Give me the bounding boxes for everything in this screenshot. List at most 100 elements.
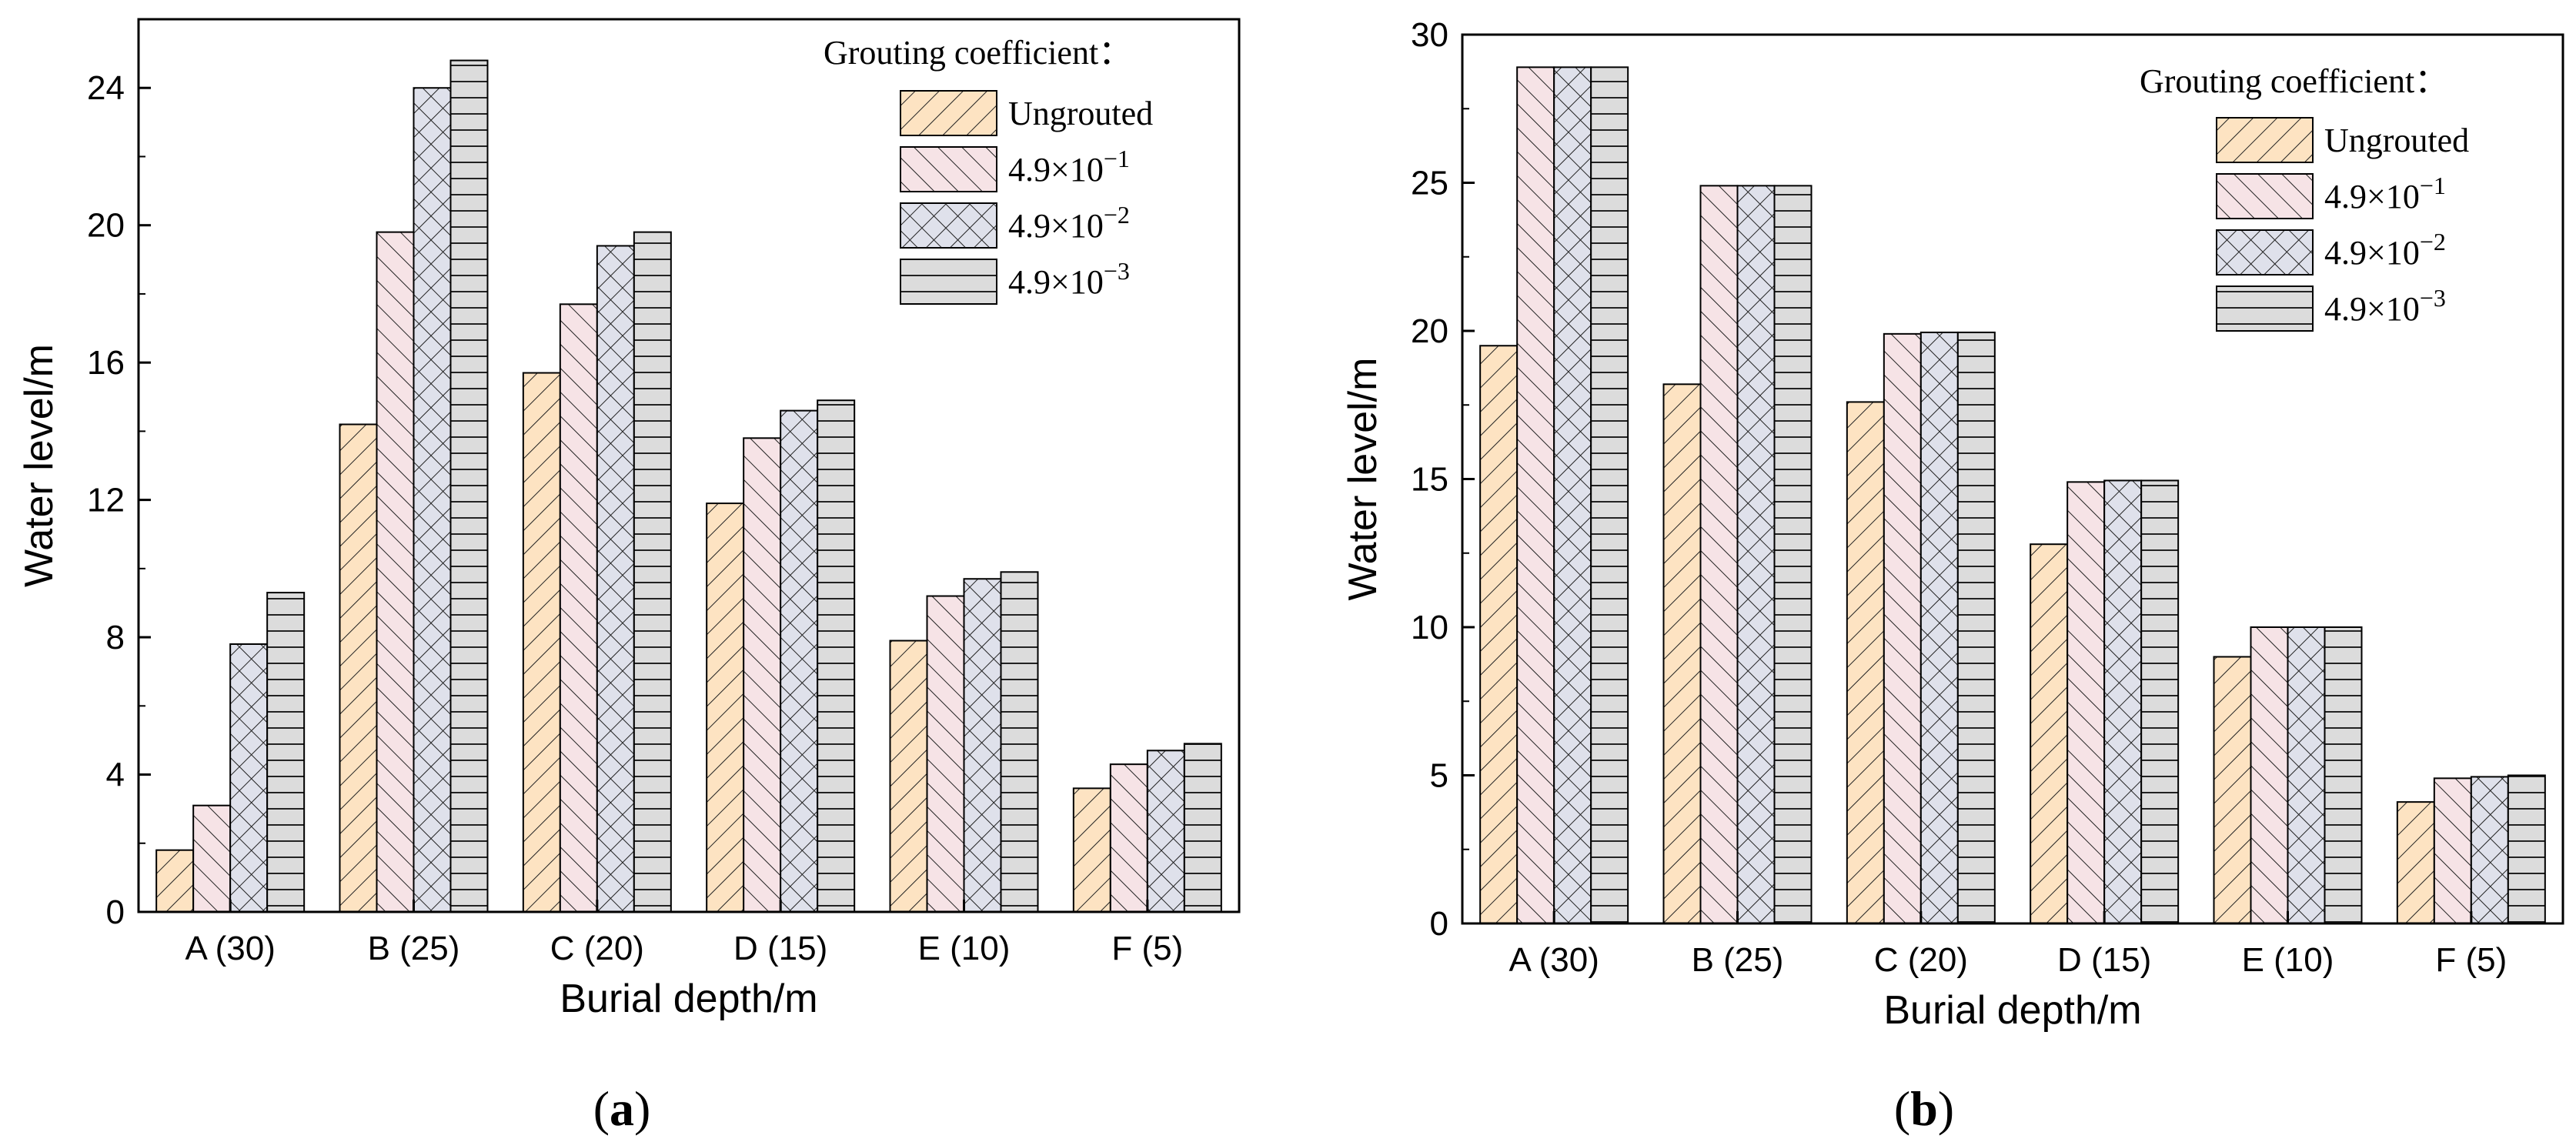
bar — [1553, 66, 1592, 925]
bar — [1146, 750, 1185, 913]
y-tick-label: 20 — [1411, 312, 1448, 350]
bar — [633, 231, 672, 913]
y-axis-label: Water level/m — [1341, 358, 1385, 601]
bar — [2250, 626, 2289, 924]
legend-item: 4.9×10−3 — [2216, 284, 2446, 332]
x-axis-label: Burial depth/m — [560, 977, 817, 1021]
bar — [559, 303, 598, 913]
bar — [2030, 543, 2069, 924]
legend-label: 4.9×10−1 — [1008, 145, 1130, 189]
bar — [413, 87, 452, 913]
bar — [2470, 776, 2509, 924]
x-tick-label: A (30) — [185, 930, 275, 967]
x-tick-label: A (30) — [1509, 941, 1599, 979]
bar — [963, 578, 1002, 913]
y-tick-label: 5 — [1430, 757, 1448, 795]
bar — [1736, 185, 1776, 925]
bar — [1183, 743, 1222, 913]
bar — [266, 592, 306, 913]
bar — [1109, 763, 1148, 913]
bar — [1662, 383, 1702, 924]
bar — [1919, 331, 1959, 924]
y-tick-label: 30 — [1411, 16, 1448, 54]
x-tick-label: B (25) — [368, 930, 460, 967]
x-tick-label: C (20) — [1874, 941, 1968, 979]
legend-label: 4.9×10−2 — [1008, 201, 1130, 245]
legend-item: Ungrouted — [900, 90, 1153, 136]
legend-label: 4.9×10−3 — [1008, 257, 1130, 301]
y-axis-label: Water level/m — [17, 344, 62, 587]
bar — [1699, 185, 1739, 925]
legend-label: 4.9×10−2 — [2324, 228, 2446, 272]
bar — [1883, 332, 1922, 925]
x-axis-label: Burial depth/m — [1883, 988, 2141, 1033]
bar — [1516, 66, 1555, 925]
bar — [1479, 345, 1519, 924]
bar — [2213, 656, 2252, 924]
bar — [1590, 66, 1629, 925]
bar — [706, 503, 745, 913]
bar — [1072, 787, 1111, 913]
bar — [339, 423, 378, 913]
legend-title: Grouting coefficient： — [824, 34, 1132, 72]
bar — [2140, 479, 2180, 924]
legend-item: 4.9×10−3 — [900, 257, 1130, 305]
bar — [596, 245, 635, 913]
plot-frame — [137, 18, 1241, 913]
bar — [376, 231, 415, 913]
y-tick-label: 20 — [87, 207, 125, 245]
y-tick-label: 15 — [1411, 461, 1448, 499]
legend-label: 4.9×10−1 — [2324, 172, 2446, 215]
bar — [192, 804, 232, 913]
x-tick-label: F (5) — [1111, 930, 1183, 967]
bar — [2433, 777, 2472, 924]
bar — [155, 849, 195, 913]
legend-item: 4.9×10−2 — [900, 201, 1130, 249]
panel-label: (a) — [593, 1081, 651, 1136]
bar — [780, 409, 819, 913]
bar — [817, 399, 856, 913]
bar — [1773, 185, 1813, 925]
bar — [1956, 331, 1996, 924]
y-tick-label: 4 — [106, 756, 125, 794]
legend-label: Ungrouted — [2324, 122, 2469, 159]
x-tick-label: C (20) — [550, 930, 644, 967]
legend-item: 4.9×10−1 — [900, 145, 1130, 192]
legend: Grouting coefficient： Ungrouted 4.9×10−1 4.… — [824, 34, 1153, 305]
bar — [522, 372, 561, 913]
y-tick-label: 8 — [106, 619, 125, 656]
bar — [743, 437, 782, 913]
x-tick-label: B (25) — [1692, 941, 1784, 979]
legend-swatch-outline — [2216, 117, 2314, 163]
y-tick-label: 25 — [1411, 165, 1448, 202]
y-tick-label: 10 — [1411, 609, 1448, 646]
panel-label: (b) — [1894, 1081, 1954, 1136]
x-tick-label: E (10) — [918, 930, 1011, 967]
legend-swatch-outline — [2216, 173, 2314, 219]
legend-item: 4.9×10−1 — [2216, 172, 2446, 219]
bar — [2066, 481, 2106, 924]
bar — [449, 59, 489, 913]
bar — [926, 595, 965, 913]
x-tick-label: E (10) — [2242, 941, 2334, 979]
legend-swatch-outline — [900, 259, 997, 305]
legend-item: 4.9×10−2 — [2216, 228, 2446, 275]
bar — [1000, 571, 1039, 913]
legend-swatch-outline — [2216, 286, 2314, 332]
x-tick-label: D (15) — [2057, 941, 2151, 979]
chart-panel-a: 0 4 8 12 16 20 24 A (30) B (25) C (20) D (15) E (10… — [17, 18, 1241, 1136]
bar — [2507, 774, 2546, 924]
legend-title: Grouting coefficient： — [2140, 62, 2448, 100]
legend: Grouting coefficient： Ungrouted 4.9×10−1 4.… — [2140, 62, 2469, 332]
legend-swatch-outline — [900, 146, 997, 192]
legend-item: Ungrouted — [2216, 117, 2469, 163]
bar — [889, 639, 928, 913]
legend-swatch-outline — [900, 90, 997, 136]
legend-label: 4.9×10−3 — [2324, 284, 2446, 328]
legend-label: Ungrouted — [1008, 95, 1153, 132]
chart-panel-b: 0 5 10 15 20 25 30 A (30) B (25) C (20) D (15) E (1… — [1341, 16, 2564, 1136]
bar — [2396, 801, 2435, 925]
x-tick-label: F (5) — [2435, 941, 2507, 979]
bar — [1846, 401, 1885, 924]
